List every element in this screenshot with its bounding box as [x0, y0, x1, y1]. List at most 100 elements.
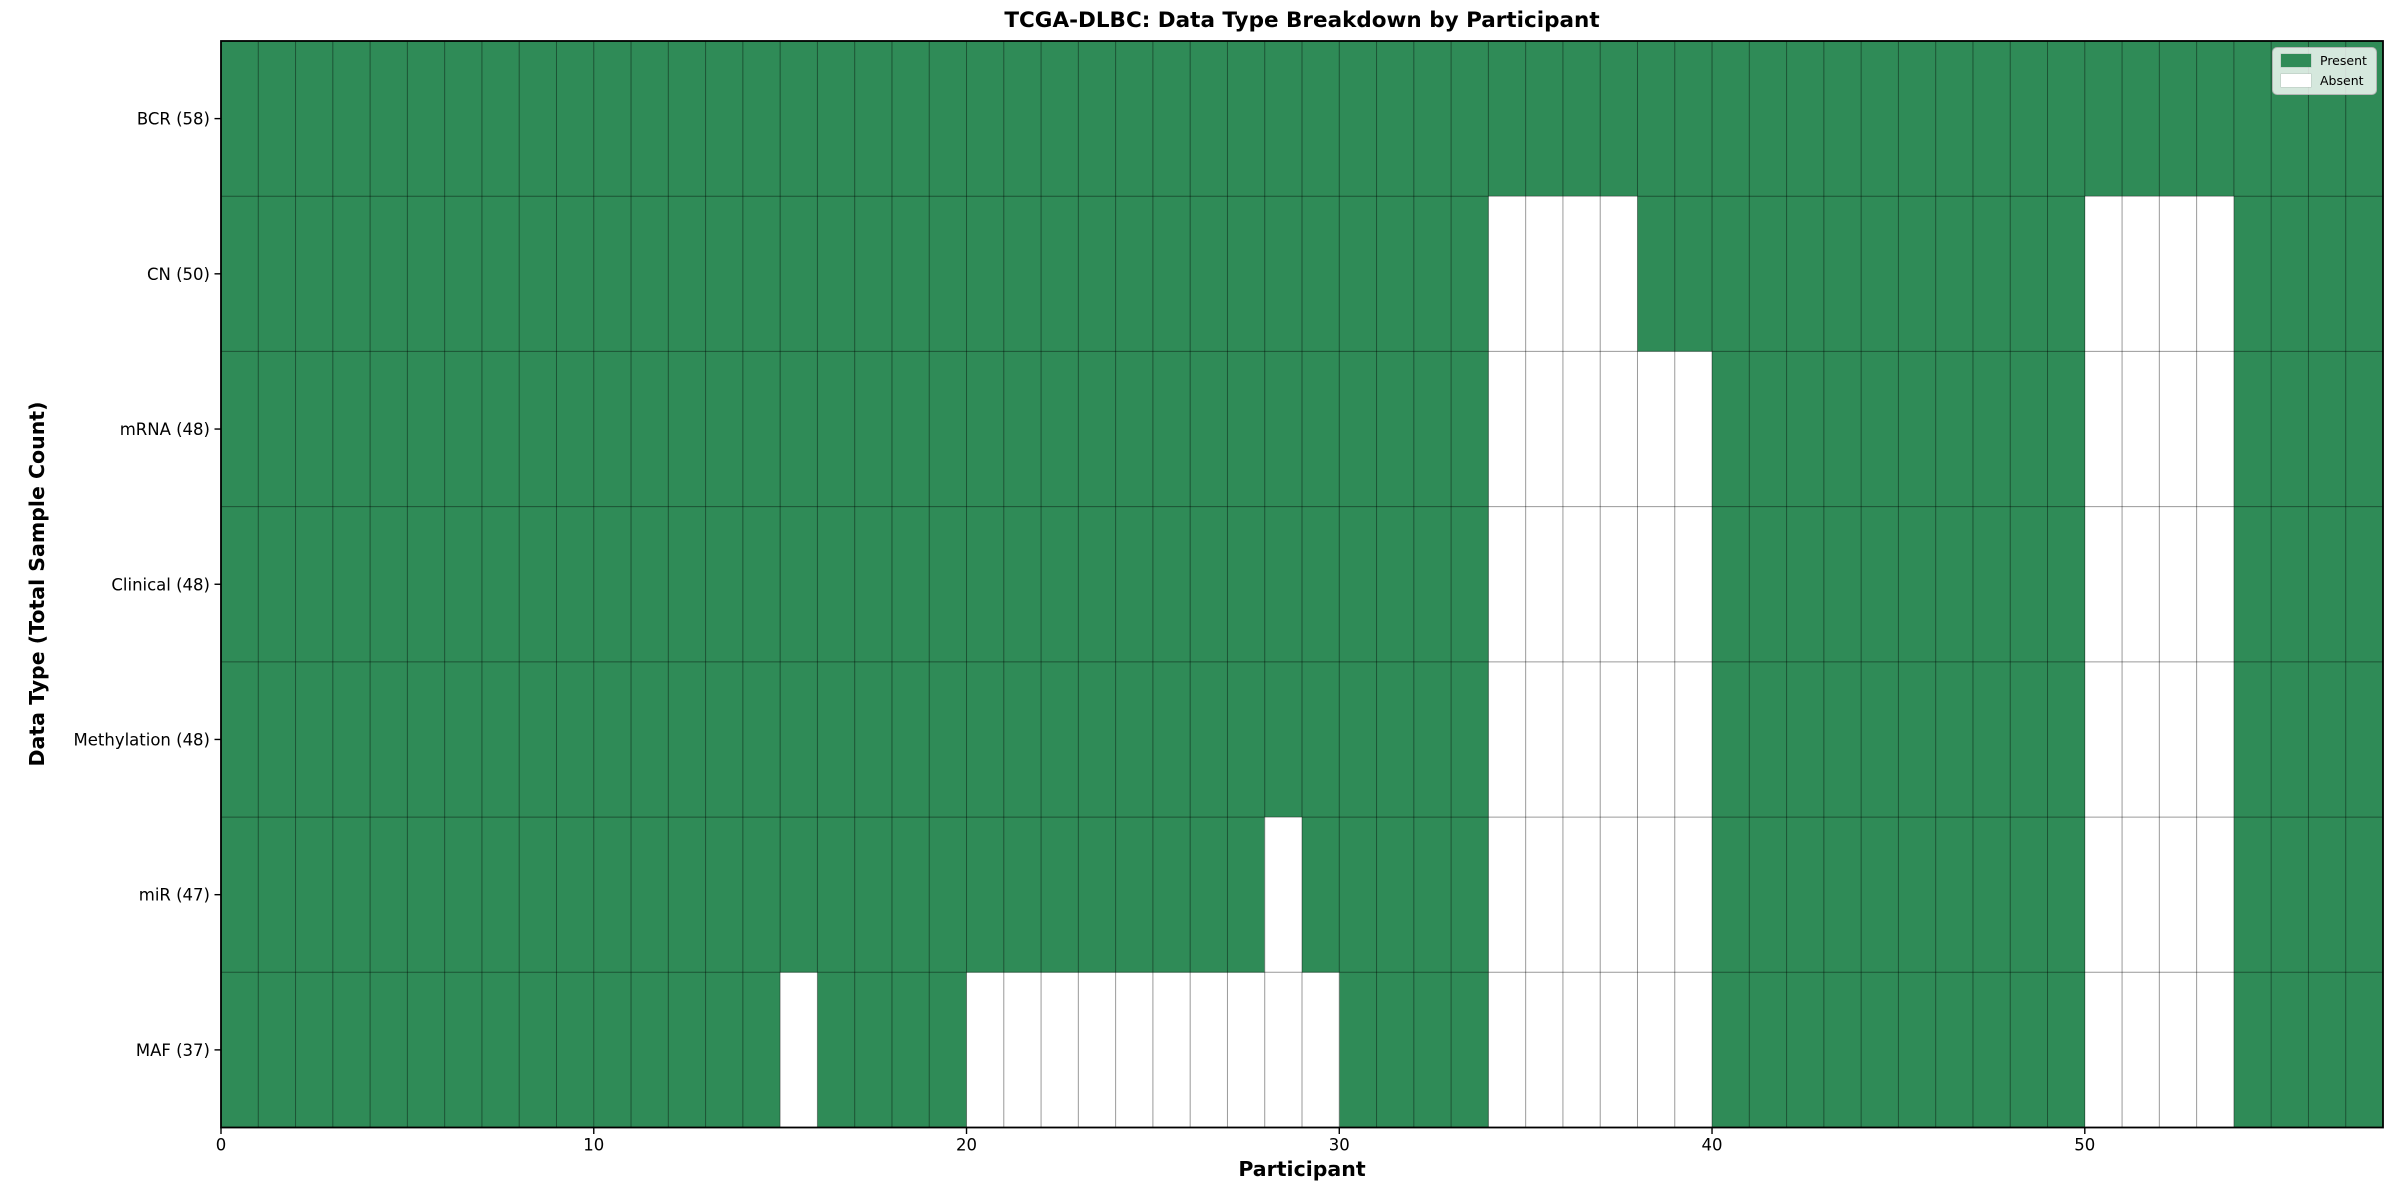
cell-absent [1600, 972, 1638, 1128]
cell-present [854, 506, 892, 662]
cell-present [1003, 661, 1042, 818]
cell-absent [1525, 351, 1563, 507]
cell-present [631, 351, 669, 507]
cell-present [1786, 351, 1824, 507]
cell-present [2308, 817, 2346, 973]
cell-present [593, 972, 632, 1128]
cell-absent [1264, 817, 1302, 973]
legend-label-present: Present [2320, 53, 2367, 68]
cell-present [1413, 506, 1452, 662]
cell-present [1451, 972, 1489, 1128]
cell-present [332, 661, 371, 818]
cell-present [929, 351, 967, 507]
cell-present [1115, 351, 1153, 507]
cell-present [2047, 41, 2085, 197]
cell-absent [1637, 506, 1675, 662]
cell-present [1786, 506, 1824, 662]
cell-present [891, 506, 930, 662]
cell-present [444, 972, 482, 1128]
cell-present [2345, 972, 2383, 1128]
cell-present [780, 351, 818, 507]
cell-present [780, 506, 818, 662]
cell-present [519, 351, 557, 507]
cell-present [1339, 817, 1377, 973]
cell-present [1376, 506, 1414, 662]
cell-present [481, 817, 520, 973]
cell-present [2271, 351, 2309, 507]
cell-present [1637, 41, 1675, 197]
cell-present [1861, 817, 1899, 973]
cell-absent [1562, 661, 1601, 818]
cell-present [556, 196, 594, 352]
cell-present [2047, 196, 2085, 352]
cell-present [1339, 506, 1377, 662]
cell-present [1413, 351, 1452, 507]
cell-present [817, 196, 855, 352]
cell-present [705, 817, 743, 973]
cell-present [370, 41, 408, 197]
cell-present [742, 661, 781, 818]
cell-absent [1562, 506, 1601, 662]
cell-present [1264, 661, 1302, 818]
legend-swatch-present [2281, 54, 2311, 67]
cell-present [631, 972, 669, 1128]
cell-present [332, 817, 371, 973]
cell-present [1562, 41, 1601, 197]
cell-present [221, 506, 259, 662]
cell-present [817, 41, 855, 197]
cell-present [742, 41, 781, 197]
cell-present [2308, 196, 2346, 352]
cell-present [481, 351, 520, 507]
cell-present [1749, 196, 1787, 352]
cell-present [444, 41, 482, 197]
cell-present [1749, 972, 1787, 1128]
cell-present [854, 41, 892, 197]
cell-present [407, 817, 445, 973]
cell-absent [1562, 817, 1601, 973]
cell-absent [1562, 972, 1601, 1128]
cell-present [1413, 196, 1452, 352]
cell-present [1823, 196, 1862, 352]
cell-present [1078, 661, 1116, 818]
cell-present [444, 351, 482, 507]
legend: Present Absent [2272, 47, 2377, 95]
cell-present [1376, 817, 1414, 973]
cell-present [2047, 351, 2085, 507]
cell-present [258, 41, 296, 197]
y-tick-label: miR (47) [139, 886, 210, 905]
cell-absent [2196, 506, 2234, 662]
cell-present [221, 817, 259, 973]
cell-present [2345, 196, 2383, 352]
cell-present [631, 506, 669, 662]
cell-present [1190, 41, 1228, 197]
cell-present [1302, 351, 1340, 507]
cell-present [2308, 661, 2346, 818]
cell-absent [2196, 196, 2234, 352]
cell-absent [2084, 817, 2123, 973]
cell-absent [1152, 972, 1191, 1128]
cell-absent [1600, 506, 1638, 662]
cell-present [1302, 661, 1340, 818]
cell-present [1525, 41, 1563, 197]
cell-absent [2084, 972, 2123, 1128]
cell-present [1078, 196, 1116, 352]
cell-absent [2084, 506, 2123, 662]
cell-present [295, 41, 333, 197]
cell-present [332, 196, 371, 352]
cell-absent [1227, 972, 1265, 1128]
cell-present [593, 817, 632, 973]
cell-present [817, 817, 855, 973]
cell-absent [1525, 817, 1563, 973]
cell-present [1264, 196, 1302, 352]
cell-present [2271, 506, 2309, 662]
cell-absent [1637, 817, 1675, 973]
cell-present [407, 506, 445, 662]
cell-present [705, 351, 743, 507]
cell-present [481, 196, 520, 352]
cell-present [295, 661, 333, 818]
cell-present [1972, 972, 2011, 1128]
cell-present [1264, 351, 1302, 507]
cell-absent [1488, 351, 1526, 507]
x-axis-label: Participant [1238, 1157, 1366, 1181]
